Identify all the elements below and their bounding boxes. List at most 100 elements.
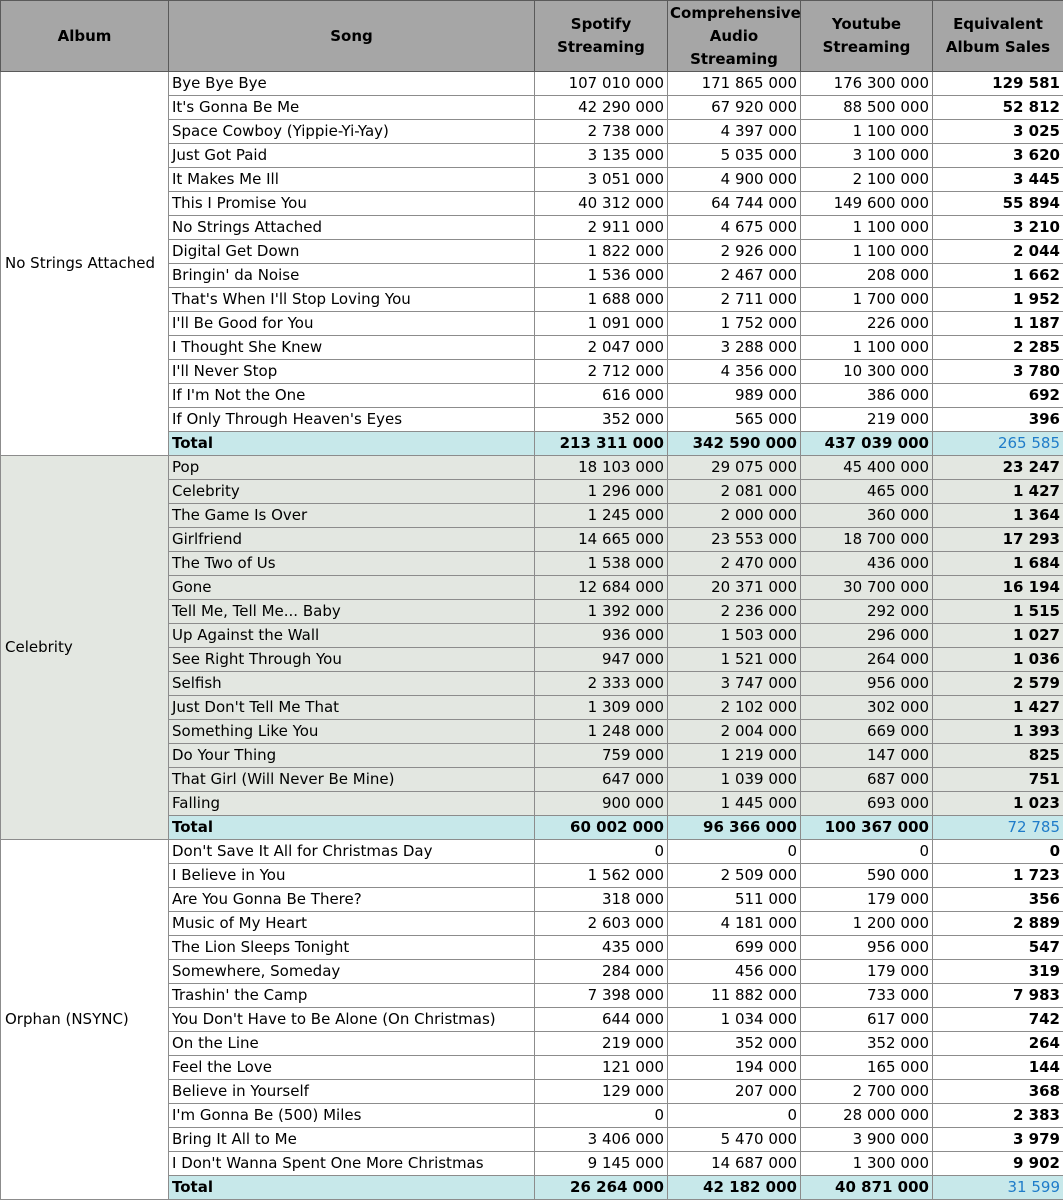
total-label: Total: [168, 1175, 535, 1200]
total-label: Total: [168, 815, 535, 840]
table-row: Digital Get Down 1 822 000 2 926 000 1 100 …: [1, 239, 1063, 264]
song-cell: I'm Gonna Be (500) Miles: [168, 1103, 535, 1128]
youtube-cell: 693 000: [800, 791, 933, 816]
eas-cell: 2 383: [932, 1103, 1063, 1128]
comprehensive-cell: 2 081 000: [667, 479, 801, 504]
table-row: If I'm Not the One 616 000 989 000 386 000 6…: [1, 383, 1063, 408]
table-row: I Don't Wanna Spent One More Christmas 9 …: [1, 1151, 1063, 1176]
comprehensive-cell: 11 882 000: [667, 983, 801, 1008]
spotify-cell: 7 398 000: [534, 983, 668, 1008]
eas-cell: 751: [932, 767, 1063, 792]
table-row: It's Gonna Be Me 42 290 000 67 920 000 88 5…: [1, 95, 1063, 120]
song-cell: Bring It All to Me: [168, 1127, 535, 1152]
total-eas-cell: 31 599: [932, 1175, 1063, 1200]
comprehensive-cell: 4 181 000: [667, 911, 801, 936]
eas-cell: 2 285: [932, 335, 1063, 360]
song-cell: You Don't Have to Be Alone (On Christmas…: [168, 1007, 535, 1032]
song-cell: Music of My Heart: [168, 911, 535, 936]
eas-cell: 692: [932, 383, 1063, 408]
song-cell: Somewhere, Someday: [168, 959, 535, 984]
comprehensive-cell: 352 000: [667, 1031, 801, 1056]
header-eas: Equivalent Album Sales: [932, 0, 1063, 72]
comprehensive-cell: 2 509 000: [667, 863, 801, 888]
youtube-cell: 617 000: [800, 1007, 933, 1032]
album-cell: No Strings Attached: [0, 71, 169, 456]
eas-cell: 264: [932, 1031, 1063, 1056]
total-spotify-cell: 60 002 000: [534, 815, 668, 840]
youtube-cell: 208 000: [800, 263, 933, 288]
eas-cell: 825: [932, 743, 1063, 768]
spotify-cell: 3 406 000: [534, 1127, 668, 1152]
spotify-cell: 647 000: [534, 767, 668, 792]
youtube-cell: 296 000: [800, 623, 933, 648]
comprehensive-cell: 2 000 000: [667, 503, 801, 528]
youtube-cell: 30 700 000: [800, 575, 933, 600]
spotify-cell: 1 091 000: [534, 311, 668, 336]
table-row: Orphan (NSYNC) Don't Save It All for Chri…: [0, 839, 1063, 1200]
table-row: If Only Through Heaven's Eyes 352 000 565 …: [1, 407, 1063, 432]
youtube-cell: 3 100 000: [800, 143, 933, 168]
comprehensive-cell: 699 000: [667, 935, 801, 960]
comprehensive-cell: 5 470 000: [667, 1127, 801, 1152]
youtube-cell: 179 000: [800, 887, 933, 912]
eas-cell: 3 780: [932, 359, 1063, 384]
song-cell: Are You Gonna Be There?: [168, 887, 535, 912]
song-cell: Bye Bye Bye: [168, 71, 535, 96]
comprehensive-cell: 2 102 000: [667, 695, 801, 720]
comprehensive-cell: 194 000: [667, 1055, 801, 1080]
spotify-cell: 936 000: [534, 623, 668, 648]
table-row: Just Got Paid 3 135 000 5 035 000 3 100 000…: [1, 143, 1063, 168]
spotify-cell: 129 000: [534, 1079, 668, 1104]
table-row: The Game Is Over 1 245 000 2 000 000 360 00…: [1, 503, 1063, 528]
comprehensive-cell: 1 034 000: [667, 1007, 801, 1032]
youtube-cell: 436 000: [800, 551, 933, 576]
header-song: Song: [168, 0, 535, 72]
spotify-cell: 12 684 000: [534, 575, 668, 600]
total-spotify-cell: 213 311 000: [534, 431, 668, 456]
spotify-cell: 2 738 000: [534, 119, 668, 144]
spotify-cell: 318 000: [534, 887, 668, 912]
eas-cell: 396: [932, 407, 1063, 432]
song-cell: Gone: [168, 575, 535, 600]
comprehensive-cell: 1 521 000: [667, 647, 801, 672]
song-cell: I'll Never Stop: [168, 359, 535, 384]
song-cell: Just Got Paid: [168, 143, 535, 168]
eas-cell: 1 723: [932, 863, 1063, 888]
spotify-cell: 1 309 000: [534, 695, 668, 720]
song-cell: Don't Save It All for Christmas Day: [168, 839, 535, 864]
youtube-cell: 465 000: [800, 479, 933, 504]
song-cell: Just Don't Tell Me That: [168, 695, 535, 720]
spotify-cell: 121 000: [534, 1055, 668, 1080]
comprehensive-cell: 1 445 000: [667, 791, 801, 816]
song-cell: Celebrity: [168, 479, 535, 504]
comprehensive-cell: 1 503 000: [667, 623, 801, 648]
song-cell: Space Cowboy (Yippie-Yi-Yay): [168, 119, 535, 144]
table-row: I'll Never Stop 2 712 000 4 356 000 10 300 …: [1, 359, 1063, 384]
table-row: Bring It All to Me 3 406 000 5 470 000 3 90…: [1, 1127, 1063, 1152]
eas-cell: 2 889: [932, 911, 1063, 936]
eas-cell: 129 581: [932, 71, 1063, 96]
comprehensive-cell: 456 000: [667, 959, 801, 984]
spotify-cell: 14 665 000: [534, 527, 668, 552]
spotify-cell: 1 392 000: [534, 599, 668, 624]
eas-cell: 1 364: [932, 503, 1063, 528]
eas-cell: 1 684: [932, 551, 1063, 576]
comprehensive-cell: 4 900 000: [667, 167, 801, 192]
total-label: Total: [168, 431, 535, 456]
spotify-cell: 435 000: [534, 935, 668, 960]
spotify-cell: 1 245 000: [534, 503, 668, 528]
header-youtube: Youtube Streaming: [800, 0, 933, 72]
song-cell: Believe in Yourself: [168, 1079, 535, 1104]
youtube-cell: 176 300 000: [800, 71, 933, 96]
youtube-cell: 1 100 000: [800, 119, 933, 144]
comprehensive-cell: 171 865 000: [667, 71, 801, 96]
table-row: Celebrity 1 296 000 2 081 000 465 000 1 427: [1, 479, 1063, 504]
total-row: Total 213 311 000 342 590 000 437 039 000 26…: [1, 431, 1063, 456]
spotify-cell: 900 000: [534, 791, 668, 816]
total-comprehensive-cell: 342 590 000: [667, 431, 801, 456]
spotify-cell: 0: [534, 839, 668, 864]
comprehensive-cell: 0: [667, 1103, 801, 1128]
youtube-cell: 1 100 000: [800, 215, 933, 240]
eas-cell: 144: [932, 1055, 1063, 1080]
